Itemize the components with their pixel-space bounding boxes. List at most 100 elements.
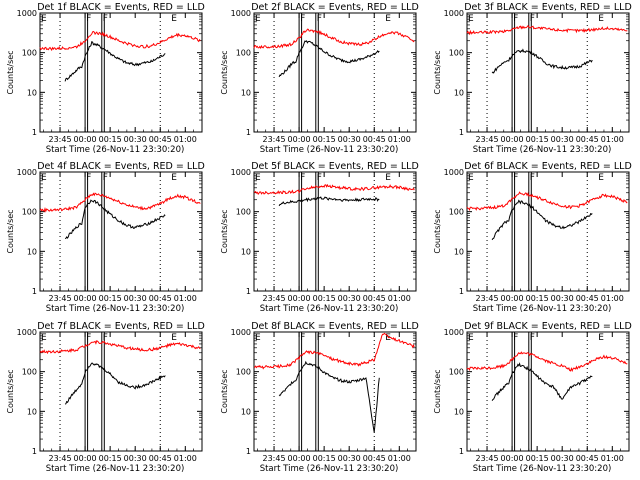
events-series-line: [278, 196, 380, 207]
x-tick-label: 00:00: [501, 135, 524, 144]
x-axis-label: Start Time (26-Nov-11 23:30:20): [46, 464, 185, 474]
x-tick-label: 00:00: [288, 454, 311, 463]
panel-title: Det 5f BLACK = Events, RED = LLD: [251, 161, 419, 172]
y-tick-label: 10: [454, 407, 464, 416]
marker-label: F: [86, 14, 91, 24]
y-tick-label: 1000: [17, 168, 37, 177]
marker-label: F: [530, 173, 535, 183]
marker-label: E: [41, 173, 47, 183]
x-tick-label: 00:30: [124, 454, 147, 463]
y-axis-label: Counts/sec: [220, 50, 229, 94]
marker-label: E: [598, 14, 604, 24]
panel-det-5: Det 5f BLACK = Events, RED = LLD 1 10 100 10…: [220, 161, 419, 314]
x-axis-label: Start Time (26-Nov-11 23:30:20): [46, 145, 185, 155]
marker-label: F: [530, 333, 535, 343]
marker-label: F: [530, 14, 535, 24]
x-tick-label: 00:30: [338, 135, 361, 144]
marker-label: F: [317, 173, 322, 183]
panel-title: Det 7f BLACK = Events, RED = LLD: [37, 321, 205, 332]
x-tick-label: 01:00: [388, 135, 411, 144]
y-tick-label: 1: [246, 128, 251, 137]
y-tick-label: 100: [236, 368, 251, 377]
marker-label: F: [103, 173, 108, 183]
marker-label: F: [317, 14, 322, 24]
plot-frame: [466, 171, 630, 292]
panel-title: Det 8f BLACK = Events, RED = LLD: [251, 321, 419, 332]
x-tick-label: 00:00: [74, 294, 97, 303]
panel-title: Det 3f BLACK = Events, RED = LLD: [464, 2, 632, 13]
panel-det-6: Det 6f BLACK = Events, RED = LLD 1 10 100 10…: [433, 161, 632, 314]
marker-label: F: [513, 333, 518, 343]
x-tick-label: 23:45: [49, 294, 72, 303]
marker-label: E: [41, 14, 47, 24]
x-tick-label: 00:30: [551, 454, 574, 463]
y-tick-label: 100: [22, 49, 37, 58]
panel-det-4: Det 4f BLACK = Events, RED = LLD 1 10 100 10…: [6, 161, 205, 314]
x-tick-label: 00:45: [576, 294, 599, 303]
x-tick-label: 00:15: [313, 135, 336, 144]
marker-label: F: [86, 333, 91, 343]
marker-label: F: [513, 173, 518, 183]
x-tick-label: 23:45: [263, 294, 286, 303]
x-tick-label: 01:00: [174, 454, 197, 463]
marker-label: E: [171, 173, 177, 183]
x-tick-label: 00:30: [338, 294, 361, 303]
lld-series-line: [253, 28, 415, 50]
y-tick-label: 1: [32, 128, 37, 137]
x-tick-label: 00:30: [551, 135, 574, 144]
x-tick-label: 00:15: [526, 135, 549, 144]
x-axis-label: Start Time (26-Nov-11 23:30:20): [260, 145, 399, 155]
panel-title: Det 4f BLACK = Events, RED = LLD: [37, 161, 205, 172]
x-tick-label: 23:45: [263, 454, 286, 463]
y-tick-label: 100: [236, 49, 251, 58]
y-tick-label: 1000: [231, 168, 251, 177]
x-tick-label: 00:00: [288, 135, 311, 144]
x-tick-label: 00:30: [551, 294, 574, 303]
marker-label: E: [468, 173, 474, 183]
plot-frame: [39, 171, 203, 292]
x-tick-label: 01:00: [601, 454, 624, 463]
y-tick-label: 100: [236, 208, 251, 217]
x-axis-label: Start Time (26-Nov-11 23:30:20): [260, 304, 399, 314]
marker-label: E: [598, 173, 604, 183]
x-tick-label: 23:45: [476, 294, 499, 303]
marker-label: E: [255, 173, 261, 183]
y-tick-label: 1: [459, 447, 464, 456]
y-tick-label: 1: [246, 447, 251, 456]
lld-series-line: [466, 351, 628, 373]
y-tick-label: 1: [246, 287, 251, 296]
plot-frame: [253, 12, 417, 133]
marker-label: F: [86, 173, 91, 183]
events-series-line: [491, 199, 593, 241]
marker-label: E: [385, 14, 391, 24]
y-tick-label: 1: [32, 447, 37, 456]
marker-label: F: [513, 14, 518, 24]
y-tick-label: 10: [454, 247, 464, 256]
x-tick-label: 23:45: [263, 135, 286, 144]
y-axis-label: Counts/sec: [433, 209, 442, 253]
x-axis-label: Start Time (26-Nov-11 23:30:20): [473, 145, 612, 155]
y-tick-label: 100: [449, 368, 464, 377]
lld-series-line: [253, 183, 415, 196]
x-tick-label: 00:15: [526, 454, 549, 463]
marker-label: F: [300, 333, 305, 343]
y-axis-label: Counts/sec: [220, 369, 229, 413]
lld-series-line: [39, 192, 201, 213]
panel-title: Det 2f BLACK = Events, RED = LLD: [251, 2, 419, 13]
x-tick-label: 00:00: [74, 454, 97, 463]
y-tick-label: 10: [241, 88, 251, 97]
x-tick-label: 01:00: [174, 135, 197, 144]
marker-label: F: [317, 333, 322, 343]
x-tick-label: 00:45: [363, 454, 386, 463]
events-series-line: [64, 199, 166, 239]
x-tick-label: 23:45: [476, 454, 499, 463]
y-tick-label: 10: [27, 407, 37, 416]
x-tick-label: 00:30: [338, 454, 361, 463]
plot-frame: [253, 331, 417, 452]
y-tick-label: 1000: [17, 9, 37, 18]
x-axis-label: Start Time (26-Nov-11 23:30:20): [473, 464, 612, 474]
y-tick-label: 100: [449, 49, 464, 58]
y-tick-label: 1000: [444, 328, 464, 337]
events-series-line: [491, 362, 593, 401]
